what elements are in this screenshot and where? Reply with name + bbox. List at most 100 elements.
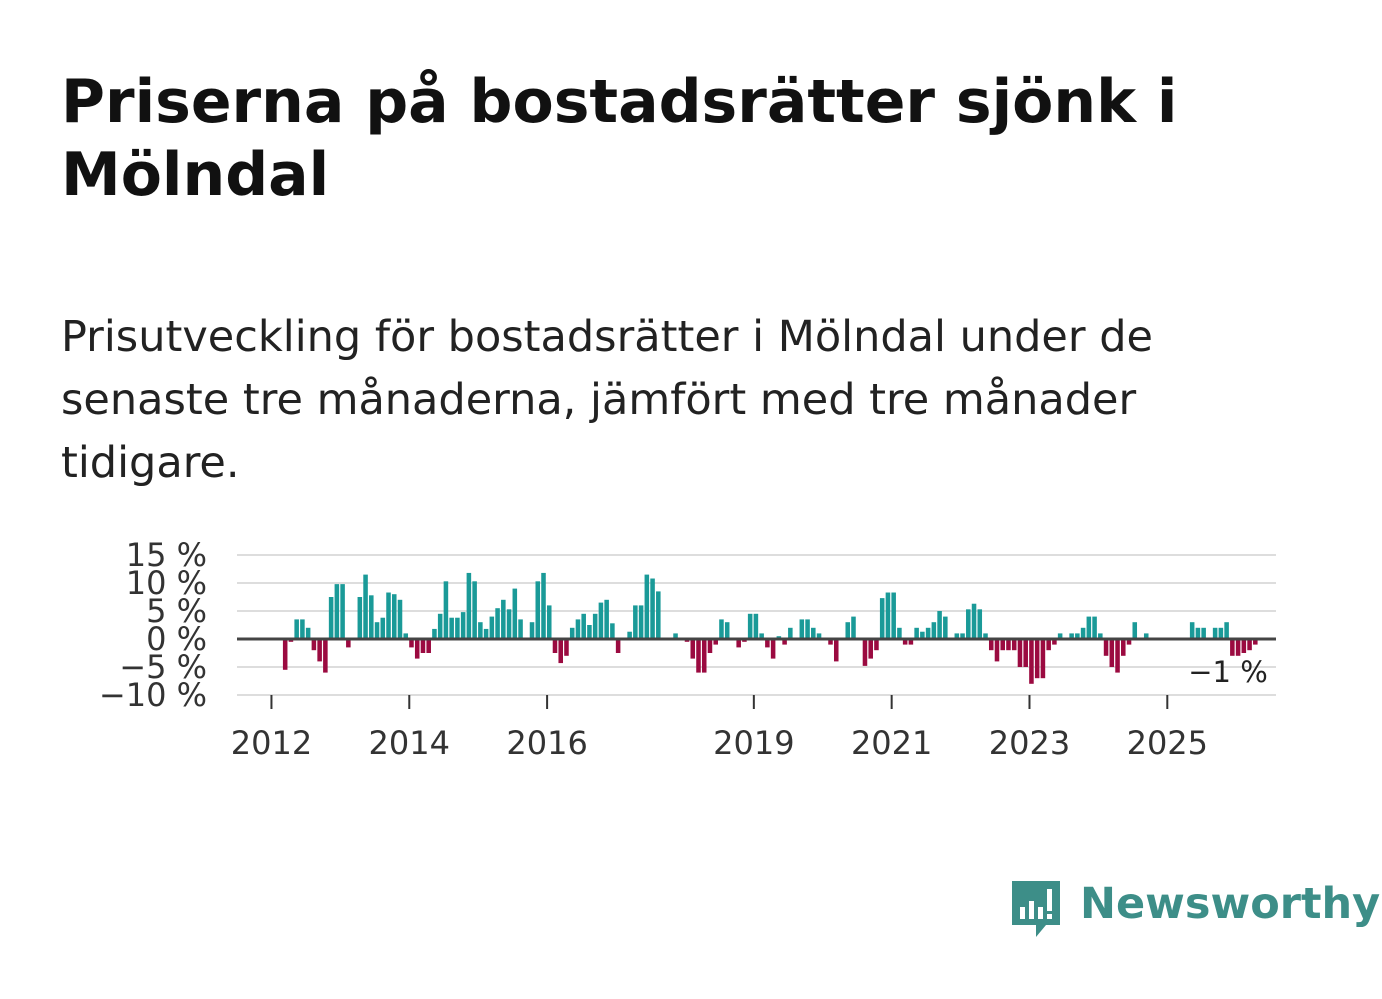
bar	[845, 622, 851, 639]
bar	[1052, 639, 1057, 645]
bar	[713, 639, 718, 645]
bar	[627, 631, 632, 639]
x-axis: 2012 2014 2016 2019 2021 2023 2025	[231, 695, 1208, 762]
bar	[1092, 616, 1097, 639]
bar	[323, 639, 328, 673]
bar	[851, 616, 856, 639]
bar	[805, 619, 810, 639]
bar	[328, 597, 334, 639]
bar	[862, 639, 868, 666]
bar	[633, 605, 638, 639]
bar	[770, 639, 776, 659]
bar	[506, 609, 512, 639]
bar-chart: 15 %10 %5 %0 %−5 %−10 % 2012 2014 2016 2019…	[99, 536, 1276, 762]
bar	[472, 581, 477, 639]
bar	[759, 633, 764, 639]
bar	[443, 581, 449, 639]
bar	[943, 616, 948, 639]
bar	[1086, 616, 1092, 639]
bar	[1189, 622, 1195, 639]
bar	[747, 613, 753, 639]
bar	[650, 578, 655, 639]
bar	[879, 598, 885, 639]
bar	[833, 639, 839, 662]
bar	[788, 627, 793, 639]
bar	[1253, 639, 1258, 645]
bar	[610, 623, 615, 639]
bar	[546, 605, 552, 639]
bar	[529, 622, 535, 639]
bar	[581, 613, 586, 639]
bar	[1034, 639, 1040, 679]
bar	[311, 639, 317, 651]
bar	[317, 639, 322, 662]
bar	[868, 639, 873, 659]
bar	[587, 625, 592, 639]
bar	[414, 639, 420, 659]
bar	[432, 628, 437, 639]
bar	[598, 602, 604, 639]
bar	[369, 595, 374, 639]
page-title: Priserna på bostadsrätter sjönk i Mölnda…	[61, 67, 1178, 210]
bar	[1218, 627, 1224, 639]
y-tick-label: −5 %	[119, 648, 207, 686]
bar	[409, 639, 414, 648]
bar	[656, 591, 661, 639]
bar	[1241, 639, 1247, 653]
bar	[535, 581, 541, 639]
bar	[908, 639, 914, 645]
bar	[357, 597, 363, 639]
bar	[466, 572, 472, 639]
bar	[592, 613, 598, 639]
bar	[719, 619, 724, 639]
bar	[966, 609, 971, 639]
bar	[891, 592, 896, 639]
bar	[420, 639, 426, 653]
newsworthy-logo-icon	[1012, 881, 1060, 937]
x-tick-label: 2023	[989, 724, 1070, 762]
bar	[874, 639, 879, 651]
bar	[541, 572, 546, 639]
chart-subtitle: Prisutveckling för bostadsrätter i Mölnd…	[61, 312, 1153, 488]
bar	[294, 619, 299, 639]
bar	[1126, 639, 1132, 645]
bar	[449, 617, 454, 639]
bar	[954, 633, 960, 639]
bar	[455, 617, 460, 639]
bar	[1000, 639, 1005, 651]
newsworthy-logo[interactable]: Newsworthy	[1010, 877, 1380, 947]
bar	[1230, 639, 1235, 656]
bar	[920, 631, 925, 639]
bar	[1023, 639, 1028, 667]
bar	[1029, 639, 1034, 684]
bar	[575, 619, 581, 639]
x-tick-label: 2021	[851, 724, 932, 762]
bar	[1069, 633, 1074, 639]
bar	[1040, 639, 1046, 679]
bar	[403, 633, 409, 639]
bar	[1143, 633, 1149, 639]
bar	[282, 639, 288, 670]
bar	[914, 627, 919, 639]
bar	[501, 599, 506, 639]
bar	[380, 617, 386, 639]
bar	[569, 627, 575, 639]
bar	[374, 622, 380, 639]
bar	[391, 594, 397, 639]
bar	[437, 613, 443, 639]
x-tick-label: 2016	[506, 724, 587, 762]
bar	[615, 639, 621, 653]
bar	[1103, 639, 1109, 656]
bar	[644, 574, 650, 639]
bar	[1046, 639, 1051, 651]
bar	[346, 639, 351, 648]
bar	[1098, 633, 1103, 639]
bar	[902, 639, 908, 645]
bar	[724, 622, 730, 639]
bar	[495, 608, 500, 639]
bar	[558, 639, 563, 664]
bar	[483, 628, 489, 639]
y-axis-labels: 15 %10 %5 %0 %−5 %−10 %	[99, 536, 207, 714]
bar	[765, 639, 770, 648]
bar	[897, 627, 902, 639]
